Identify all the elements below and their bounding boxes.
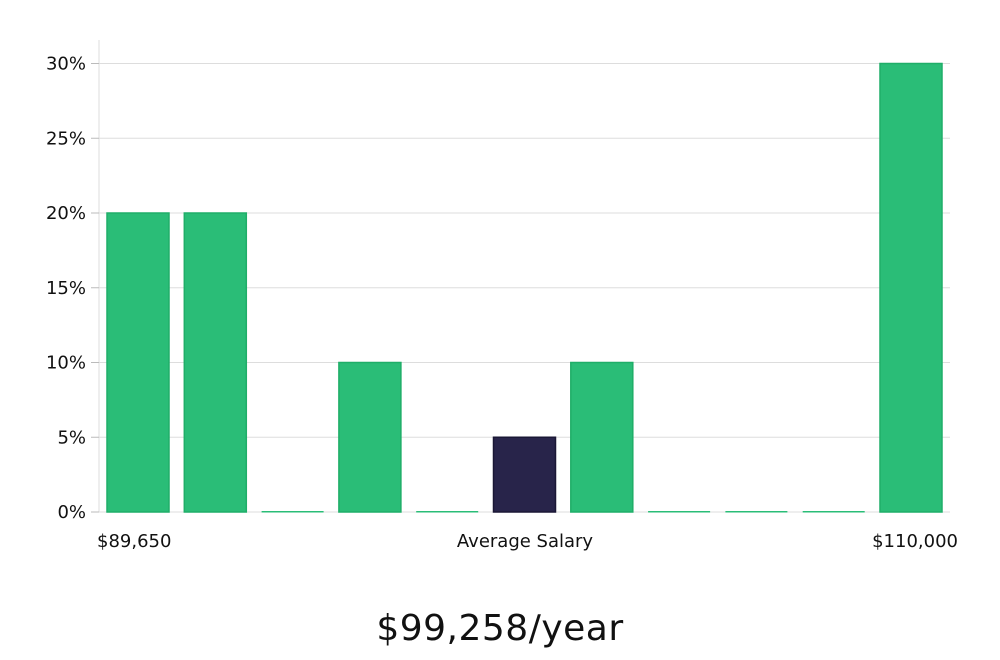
bar-average-salary (492, 436, 557, 513)
bar-3 (261, 511, 324, 513)
x-min-label: $89,650 (97, 531, 171, 552)
y-tick-label: 30% (46, 54, 86, 75)
bars (106, 62, 943, 513)
bar-7 (570, 361, 634, 513)
y-tick-label: 10% (46, 353, 86, 374)
y-tick-label: 15% (46, 278, 86, 299)
y-tick-label: 0% (57, 502, 86, 523)
bar-11 (879, 62, 943, 513)
x-center-label: Average Salary (457, 531, 594, 552)
bar-1 (106, 212, 170, 513)
bar-8 (648, 511, 711, 513)
y-tick-label: 5% (57, 427, 86, 448)
y-tick-label: 20% (46, 203, 86, 224)
x-max-label: $110,000 (872, 531, 958, 552)
y-tick-label: 25% (46, 128, 86, 149)
average-salary-caption: $99,258/year (376, 608, 624, 649)
bar-5 (416, 511, 479, 513)
y-axis-ticks: 0% 5% 10% 15% 20% 25% 30% (46, 54, 99, 523)
bar-10 (802, 511, 865, 513)
bar-4 (338, 361, 402, 513)
bar-2 (183, 212, 248, 513)
salary-distribution-chart: 0% 5% 10% 15% 20% 25% 30% $89,650 Average Sala… (46, 40, 958, 552)
bar-9 (725, 511, 788, 513)
